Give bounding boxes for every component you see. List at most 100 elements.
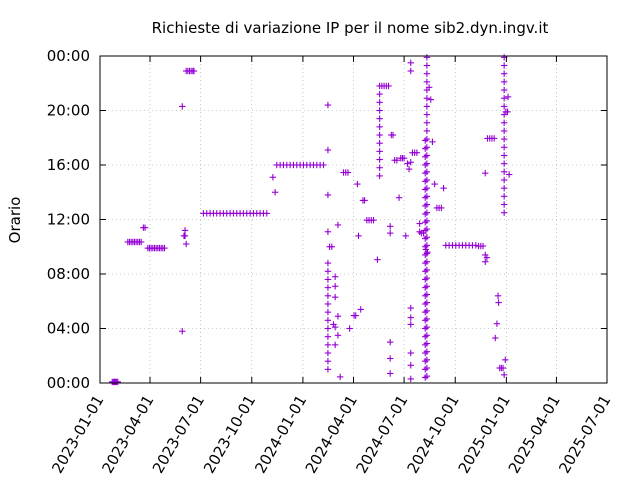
data-point <box>422 186 429 193</box>
data-point <box>422 333 429 340</box>
data-point <box>407 59 414 67</box>
data-point <box>407 159 414 166</box>
x-tick-label: 2023-10-01 <box>200 392 259 477</box>
x-tick-label: 2024-07-01 <box>352 392 411 477</box>
data-point <box>483 254 491 261</box>
data-point <box>500 209 508 216</box>
data-point <box>114 378 121 386</box>
data-point <box>324 146 332 154</box>
data-point <box>505 171 513 178</box>
data-point <box>386 370 394 377</box>
x-tick-label: 2025-01-01 <box>455 392 514 477</box>
data-point <box>423 111 431 118</box>
y-tick-label: 20:00 <box>47 102 90 120</box>
data-point <box>500 193 508 200</box>
data-point <box>423 299 431 306</box>
data-point <box>376 107 383 114</box>
data-point <box>423 95 431 102</box>
data-point <box>361 197 368 204</box>
data-point <box>502 356 509 364</box>
data-point <box>376 131 383 139</box>
data-point <box>181 232 189 240</box>
data-point <box>423 225 431 233</box>
data-point <box>500 70 508 77</box>
data-point <box>179 103 186 110</box>
data-point <box>376 115 383 122</box>
data-point <box>334 313 342 320</box>
data-point <box>376 148 383 155</box>
data-point <box>494 292 502 299</box>
data-point <box>423 364 431 372</box>
data-point <box>324 292 332 299</box>
data-point <box>504 93 512 101</box>
data-point <box>413 149 421 156</box>
data-point <box>490 135 498 142</box>
data-point <box>500 371 508 379</box>
y-tick-label: 04:00 <box>47 320 90 338</box>
data-point <box>331 283 339 290</box>
data-point <box>416 220 423 227</box>
data-point <box>344 169 352 176</box>
data-point <box>422 292 429 299</box>
data-point <box>427 96 434 103</box>
data-point <box>423 307 431 314</box>
data-point <box>500 95 508 102</box>
data-point <box>493 320 501 327</box>
data-point <box>422 145 429 152</box>
x-tick-label: 2024-10-01 <box>404 392 463 477</box>
data-point <box>500 201 508 208</box>
data-point <box>357 306 364 313</box>
data-point <box>423 274 431 282</box>
data-point <box>424 249 431 256</box>
data-point <box>324 366 332 373</box>
data-point <box>324 191 332 199</box>
data-point <box>422 153 429 161</box>
data-point <box>423 250 431 257</box>
data-point <box>422 341 429 349</box>
y-tick-label: 08:00 <box>47 265 90 283</box>
data-point <box>320 161 327 169</box>
data-point <box>423 217 431 225</box>
y-tick-label: 00:00 <box>47 47 90 65</box>
data-point <box>423 176 431 184</box>
data-point <box>423 144 431 151</box>
data-point <box>324 308 332 316</box>
data-point <box>422 300 429 308</box>
data-point <box>422 358 429 365</box>
data-point <box>423 152 431 159</box>
data-point <box>500 144 508 151</box>
data-point <box>376 140 383 147</box>
data-point <box>422 325 429 332</box>
data-point <box>331 341 339 349</box>
data-point <box>423 291 431 298</box>
data-point <box>407 375 414 383</box>
data-point <box>336 373 344 381</box>
data-point <box>386 355 394 362</box>
data-point <box>422 374 429 381</box>
data-point <box>423 135 431 143</box>
data-point <box>324 349 332 357</box>
data-point <box>500 86 508 94</box>
data-point <box>404 160 411 167</box>
data-point <box>422 210 429 218</box>
data-point <box>324 268 332 275</box>
data-point <box>376 164 383 171</box>
data-point <box>355 232 362 240</box>
data-point <box>328 243 336 250</box>
data-point <box>385 82 392 90</box>
data-point <box>423 283 431 290</box>
x-tick-label: 2025-04-01 <box>505 392 564 477</box>
data-point <box>423 168 431 176</box>
data-point <box>395 194 403 201</box>
data-point <box>376 99 383 106</box>
data-point <box>376 156 383 163</box>
x-tick-label: 2024-04-01 <box>302 392 361 477</box>
data-point <box>500 176 508 184</box>
y-axis-label: Orario <box>6 197 24 244</box>
data-point <box>407 304 414 312</box>
data-point <box>422 137 429 144</box>
data-point <box>400 154 408 162</box>
data-point <box>482 169 489 177</box>
data-point <box>179 328 186 335</box>
data-point <box>423 193 431 200</box>
